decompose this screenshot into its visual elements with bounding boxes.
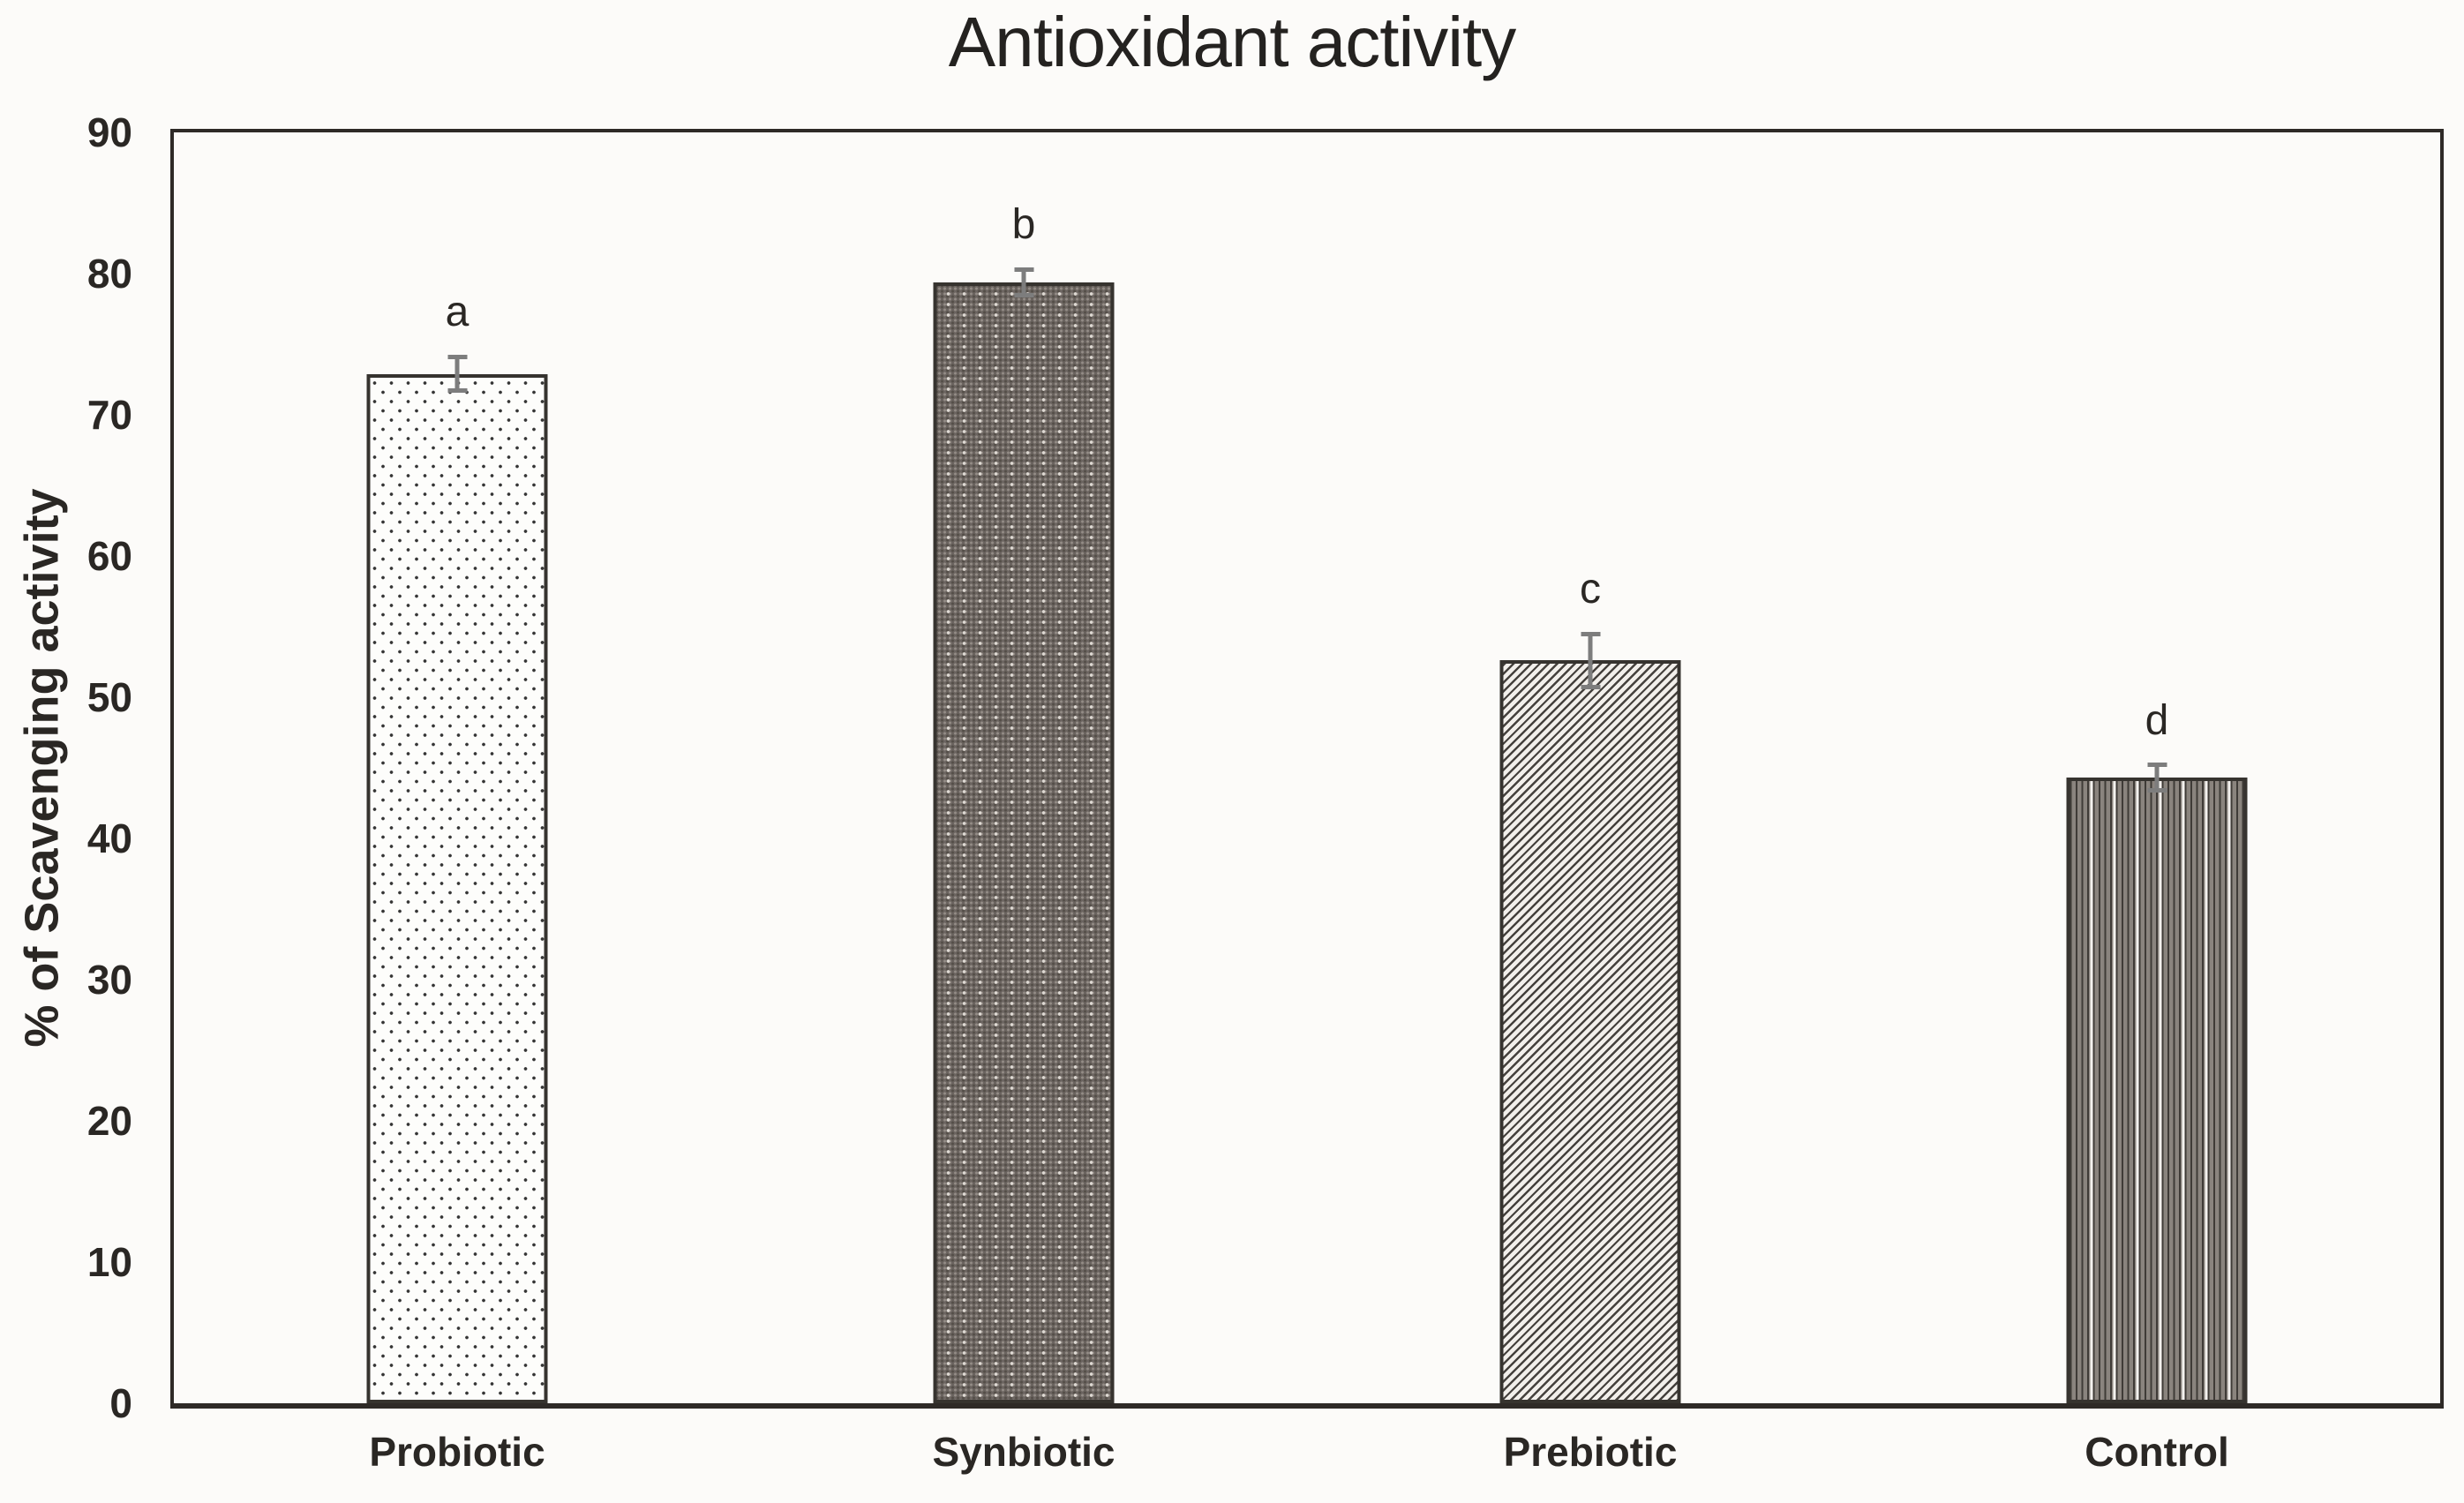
error-bar-cap: [1014, 267, 1033, 272]
error-bar-cap: [1014, 292, 1033, 297]
x-category-labels: Probiotic Synbiotic Prebiotic Control: [174, 1432, 2440, 1484]
y-tick-label: 10: [86, 1239, 132, 1286]
error-bar-cap: [2147, 788, 2167, 793]
y-tick-label: 40: [86, 815, 132, 862]
bar-synbiotic: [933, 282, 1115, 1403]
bar-prebiotic: [1499, 660, 1681, 1403]
significance-letter: d: [2145, 696, 2169, 744]
plot-area: a b c d: [170, 129, 2444, 1409]
bar-control: [2066, 778, 2248, 1403]
x-category-label: Probiotic: [369, 1429, 545, 1475]
significance-letter: b: [1011, 201, 1036, 249]
error-bar: [1021, 269, 1026, 295]
error-bar-cap: [1581, 685, 1600, 690]
bar-column-synbiotic: b: [933, 132, 1115, 1403]
bar-column-probiotic: a: [366, 132, 548, 1403]
y-tick-label: 0: [109, 1380, 132, 1426]
error-bar-cap: [1581, 631, 1600, 636]
error-bar: [1588, 634, 1593, 688]
significance-letter: c: [1580, 566, 1601, 612]
y-tick-label: 90: [86, 109, 132, 155]
error-bar-cap: [447, 388, 467, 394]
x-category-label: Synbiotic: [932, 1429, 1116, 1475]
y-tick-label: 70: [86, 392, 132, 438]
bar-column-prebiotic: c: [1499, 132, 1681, 1403]
y-tick-labels: 0 10 20 30 40 50 60 70 80 90: [0, 112, 132, 1424]
bar-column-control: d: [2066, 132, 2248, 1403]
error-bar: [454, 357, 460, 391]
y-tick-label: 80: [86, 251, 132, 297]
y-tick-label: 20: [86, 1098, 132, 1145]
error-bar-cap: [2147, 763, 2167, 768]
significance-letter: a: [445, 289, 470, 336]
chart-title: Antioxidant activity: [948, 3, 1517, 81]
x-category-label: Control: [2085, 1429, 2229, 1475]
y-tick-label: 30: [86, 957, 132, 1003]
error-bar-cap: [447, 354, 467, 359]
x-category-label: Prebiotic: [1503, 1429, 1678, 1475]
error-bar: [2154, 764, 2160, 791]
bar-probiotic: [366, 373, 548, 1403]
y-tick-label: 50: [86, 674, 132, 720]
y-tick-label: 60: [86, 533, 132, 579]
